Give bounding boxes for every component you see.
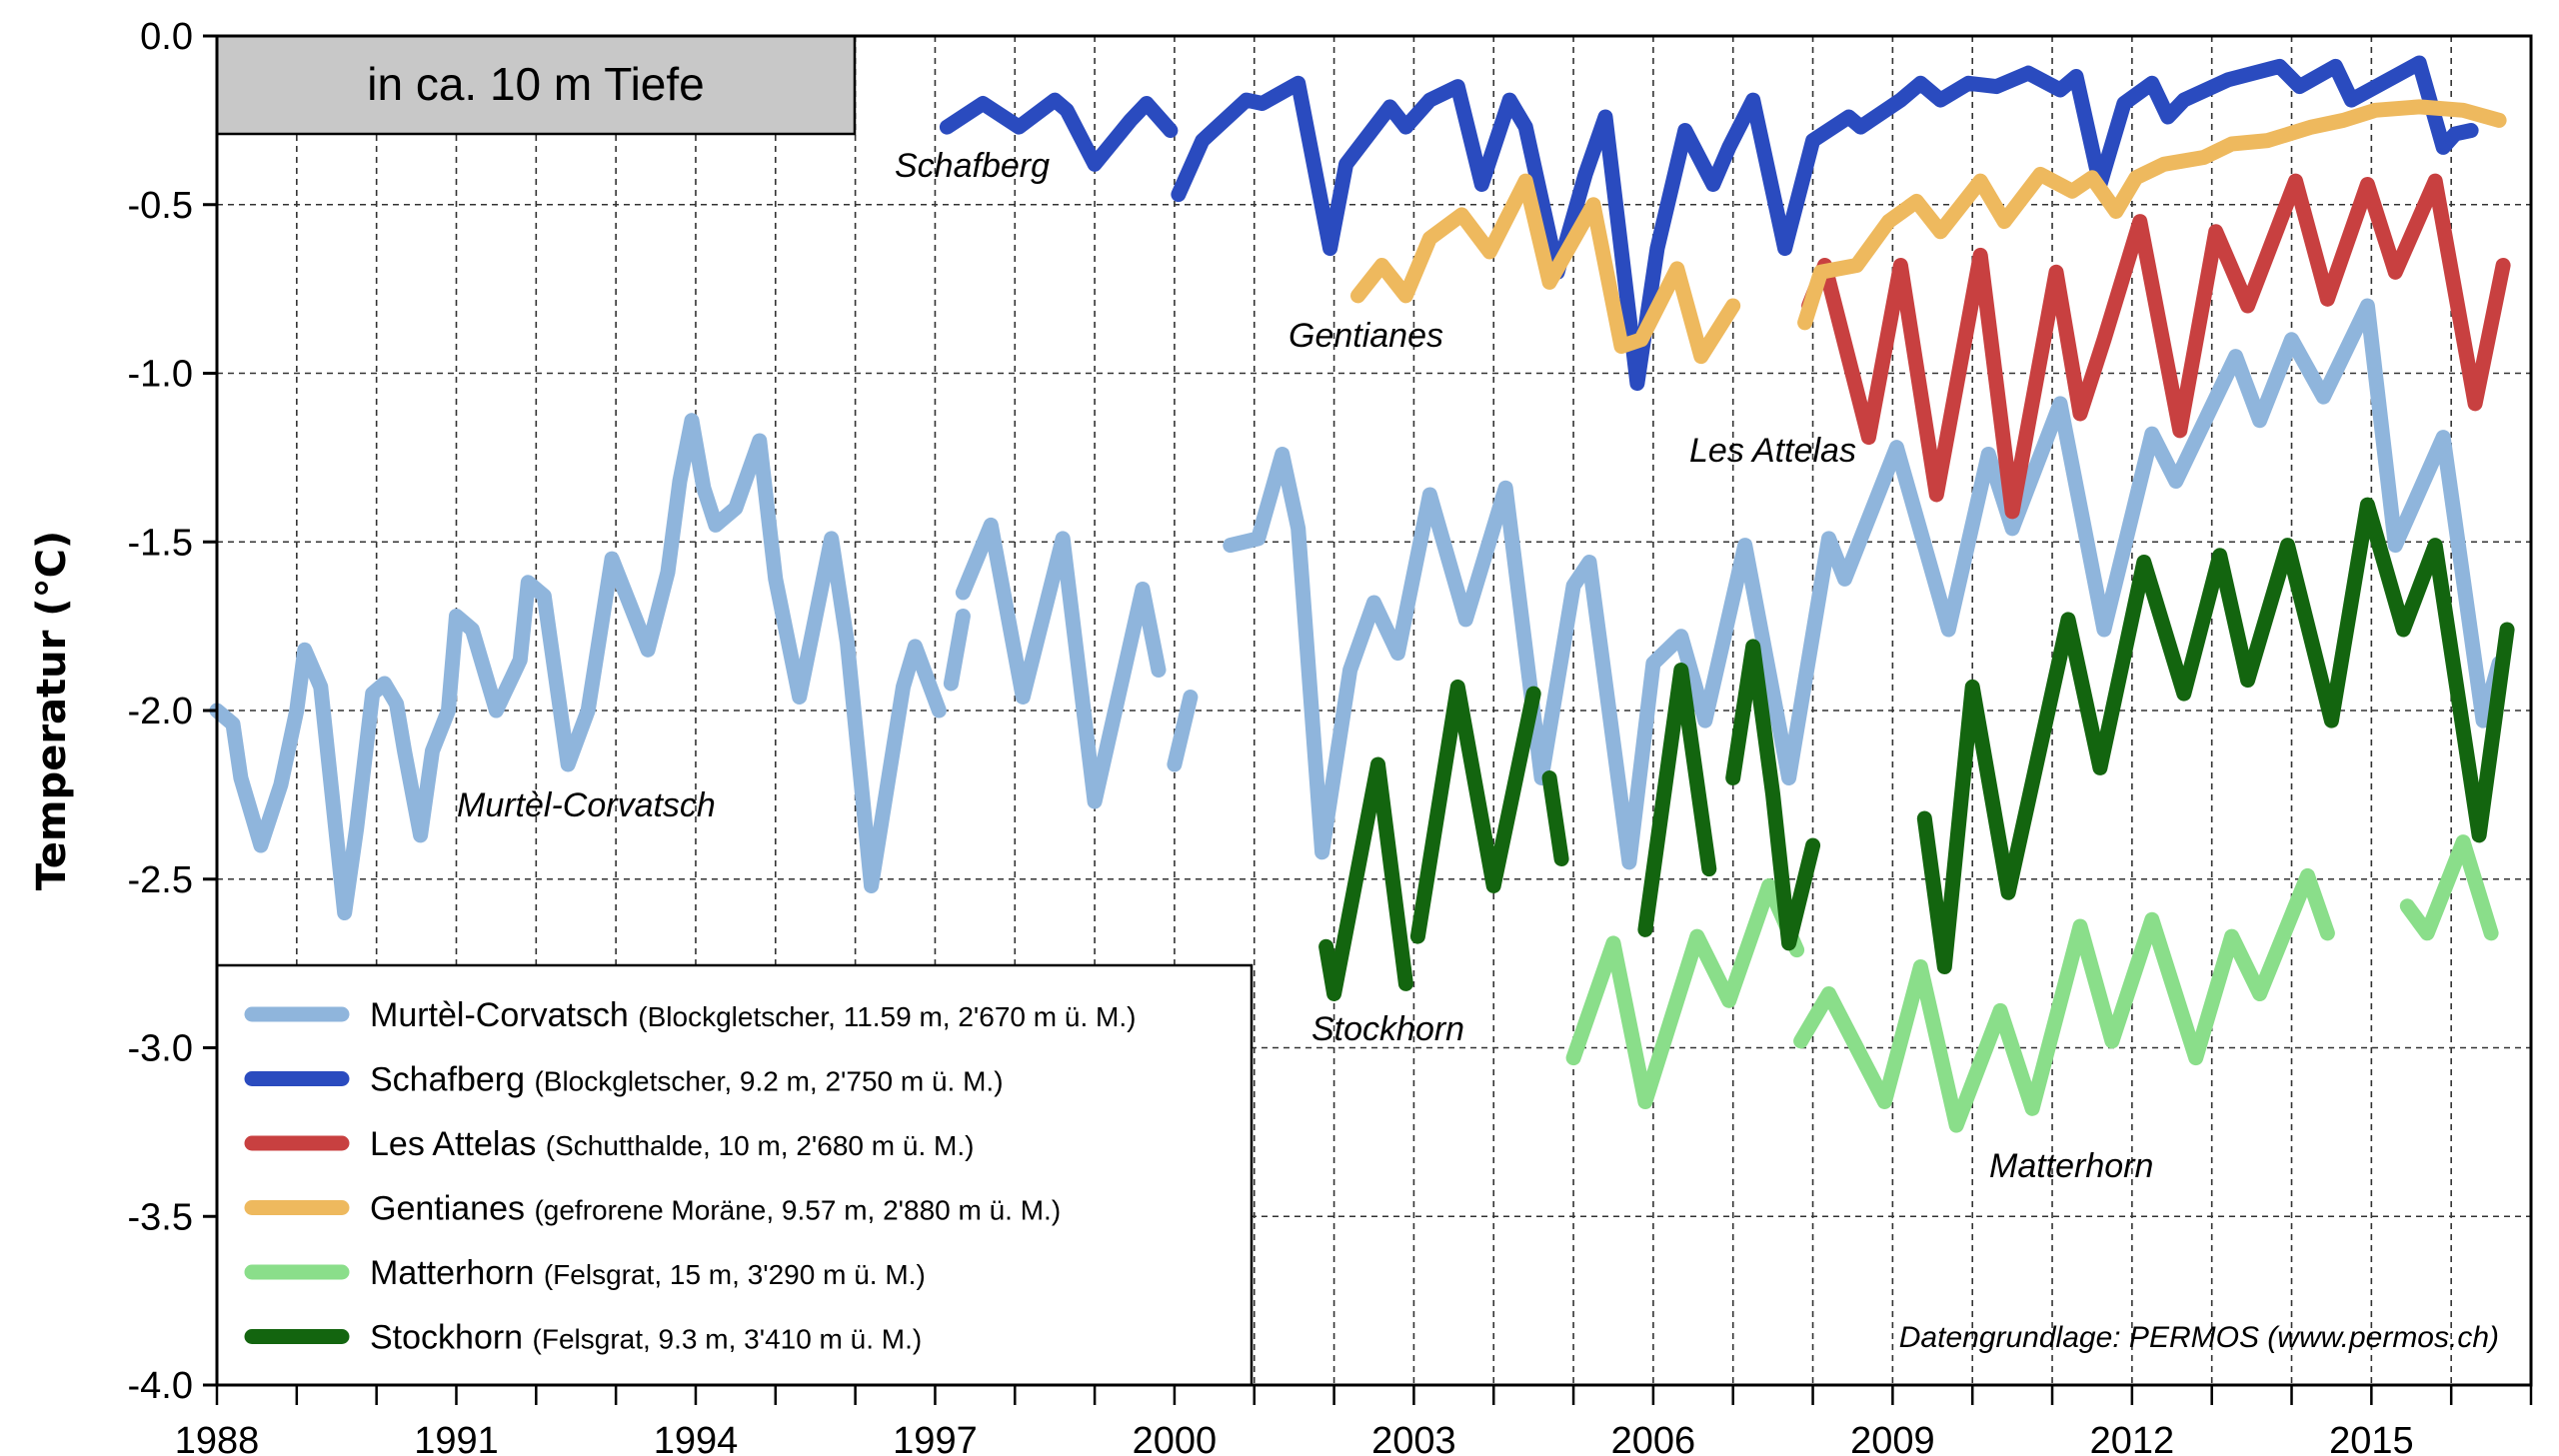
y-tick-label: -3.5 [128,1196,193,1238]
series-line-murtel-corvatsch [209,413,947,920]
y-tick-label: -1.5 [128,522,193,564]
series-line-murtel-corvatsch [1167,690,1199,772]
series-matterhorn [1565,834,2499,1133]
legend-box [215,963,1254,1387]
series-line-matterhorn [2399,834,2499,941]
legend-item-schafberg: Schafberg (Blockgletscher, 9.2 m, 2'750 … [244,1061,1004,1099]
x-tick-label: 2006 [1611,1420,1696,1456]
source-note: Datengrundlage: PERMOS (www.permos.ch) [1899,1321,2499,1354]
x-tick-label: 1994 [654,1420,739,1456]
y-tick-label: -2.5 [128,859,193,901]
series-stockhorn [1318,497,2515,1001]
series-line-stockhorn [1541,770,1569,866]
legend-series-description: (Blockgletscher, 11.59 m, 2'670 m ü. M.) [638,1001,1136,1032]
series-line-murtel-corvatsch [943,609,971,692]
x-tick-label: 2000 [1133,1420,1218,1456]
x-tick-label: 2012 [2090,1420,2175,1456]
series-label-matterhorn: Matterhorn [1989,1147,2153,1185]
x-tick-label: 2015 [2329,1420,2414,1456]
series-layer [209,55,2515,1133]
series-line-les-attelas [1801,173,2511,520]
y-tick-label: 0.0 [140,16,193,58]
series-line-stockhorn [1637,663,1717,937]
legend-series-name: Murtèl-Corvatsch [370,996,638,1034]
series-label-les-attelas: Les Attelas [1689,432,1856,470]
series-schafberg [939,55,2479,392]
series-label-stockhorn: Stockhorn [1311,1010,1464,1048]
legend-series-name: Schafberg [370,1061,534,1099]
legend-label: Murtèl-Corvatsch (Blockgletscher, 11.59 … [370,996,1136,1034]
series-label-murtel-corvatsch: Murtèl-Corvatsch [457,786,716,824]
legend-label: Gentianes (gefrorene Moräne, 9.57 m, 2'8… [370,1190,1061,1228]
series-gentianes [1350,99,2507,365]
legend: Murtèl-Corvatsch (Blockgletscher, 11.59 … [215,963,1254,1387]
series-line-stockhorn [1409,679,1541,944]
legend-series-name: Les Attelas [370,1125,546,1163]
series-murtel-corvatsch [209,298,2507,920]
title-box: in ca. 10 m Tiefe [215,34,857,136]
x-tick-label: 1997 [893,1420,978,1456]
series-line-gentianes [1350,173,1741,365]
legend-series-description: (Blockgletscher, 9.2 m, 2'750 m ü. M.) [534,1066,1003,1097]
series-line-schafberg [939,92,1179,172]
series-line-stockhorn [1725,639,1821,951]
chart-title: in ca. 10 m Tiefe [367,58,705,110]
x-tick-label: 2003 [1371,1420,1456,1456]
y-axis-label: Temperatur (°C) [29,531,75,890]
axes: 0.0 -0.5 -1.0 -1.5 -2.0 -2.5 -3.0 -3.5 -4.0 1988 1… [128,16,2533,1456]
y-tick-label: -3.0 [128,1028,193,1070]
series-line-matterhorn [1793,867,2335,1133]
legend-series-name: Stockhorn [370,1319,533,1357]
y-tick-label: -2.0 [128,691,193,732]
series-line-matterhorn [1565,878,1805,1109]
legend-item-murtel-corvatsch: Murtèl-Corvatsch (Blockgletscher, 11.59 … [244,996,1136,1034]
legend-series-description: (Felsgrat, 15 m, 3'290 m ü. M.) [544,1259,926,1290]
series-les-attelas [1801,173,2511,520]
series-line-gentianes [1797,99,2507,331]
legend-items: Murtèl-Corvatsch (Blockgletscher, 11.59 … [244,996,1136,1357]
legend-series-description: (Felsgrat, 9.3 m, 3'410 m ü. M.) [533,1324,923,1355]
series-line-murtel-corvatsch [955,517,1167,809]
x-tick-label: 1991 [414,1420,499,1456]
legend-label: Stockhorn (Felsgrat, 9.3 m, 3'410 m ü. M… [370,1319,922,1357]
y-tick-label: -4.0 [128,1365,193,1407]
legend-item-gentianes: Gentianes (gefrorene Moräne, 9.57 m, 2'8… [244,1190,1061,1228]
legend-label: Schafberg (Blockgletscher, 9.2 m, 2'750 … [370,1061,1004,1099]
legend-item-matterhorn: Matterhorn (Felsgrat, 15 m, 3'290 m ü. M… [244,1254,926,1292]
series-line-murtel-corvatsch [1223,298,2507,870]
y-tick-label: -0.5 [128,185,193,227]
series-line-schafberg [1171,55,2479,392]
legend-label: Matterhorn (Felsgrat, 15 m, 3'290 m ü. M… [370,1254,926,1292]
x-tick-label: 2009 [1850,1420,1935,1456]
legend-item-stockhorn: Stockhorn (Felsgrat, 9.3 m, 3'410 m ü. M… [244,1319,922,1357]
x-tick-label: 1988 [175,1420,260,1456]
series-line-stockhorn [1916,497,2515,974]
series-line-stockhorn [1318,756,1413,1001]
legend-series-description: (Schutthalde, 10 m, 2'680 m ü. M.) [546,1130,975,1161]
legend-item-les-attelas: Les Attelas (Schutthalde, 10 m, 2'680 m … [244,1125,974,1163]
series-label-schafberg: Schafberg [895,147,1050,185]
y-tick-label: -1.0 [128,354,193,396]
legend-label: Les Attelas (Schutthalde, 10 m, 2'680 m … [370,1125,974,1163]
series-label-gentianes: Gentianes [1288,317,1443,355]
legend-series-name: Gentianes [370,1190,534,1228]
legend-series-description: (gefrorene Moräne, 9.57 m, 2'880 m ü. M.… [534,1195,1061,1226]
legend-series-name: Matterhorn [370,1254,544,1292]
